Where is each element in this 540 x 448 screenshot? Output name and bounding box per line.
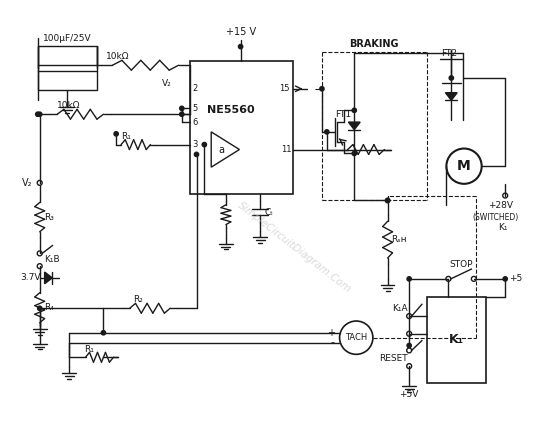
Text: R₃: R₃: [45, 213, 55, 222]
Circle shape: [386, 198, 390, 202]
Text: M: M: [457, 159, 471, 173]
Circle shape: [101, 331, 105, 335]
Circle shape: [352, 108, 356, 112]
Circle shape: [407, 343, 411, 348]
Text: 5: 5: [193, 104, 198, 113]
Circle shape: [320, 86, 324, 91]
Text: K₁B: K₁B: [45, 255, 60, 264]
Text: STOP: STOP: [449, 260, 473, 269]
Text: R₁: R₁: [121, 132, 131, 141]
Bar: [190, 61, 293, 194]
Circle shape: [38, 112, 42, 116]
Text: 10kΩ: 10kΩ: [57, 101, 81, 110]
Text: FT1: FT1: [335, 110, 352, 119]
Text: +: +: [327, 328, 335, 338]
Text: +5: +5: [509, 274, 522, 284]
Text: V₂: V₂: [22, 178, 32, 188]
Text: R₂: R₂: [133, 295, 143, 304]
Text: a: a: [219, 145, 225, 155]
Circle shape: [180, 112, 184, 116]
Text: SimpleCircuitDiagram.Com: SimpleCircuitDiagram.Com: [236, 200, 353, 295]
Circle shape: [180, 106, 184, 111]
Text: 15: 15: [279, 84, 289, 93]
Text: 11: 11: [281, 145, 291, 154]
Circle shape: [503, 277, 508, 281]
Text: TACH: TACH: [345, 333, 367, 342]
Text: +28V: +28V: [488, 201, 513, 210]
Circle shape: [239, 44, 243, 49]
Polygon shape: [348, 122, 360, 130]
Text: Cₜ: Cₜ: [264, 208, 273, 217]
Text: K₁: K₁: [449, 333, 464, 346]
Text: V₂: V₂: [162, 79, 172, 88]
Text: RESET: RESET: [380, 354, 408, 363]
Text: (SWITCHED): (SWITCHED): [472, 213, 518, 222]
Text: R₄: R₄: [45, 303, 55, 312]
Circle shape: [352, 151, 356, 155]
Text: 100μF/25V: 100μF/25V: [43, 34, 91, 43]
Polygon shape: [446, 93, 457, 100]
Text: 10kΩ: 10kΩ: [106, 52, 130, 61]
Polygon shape: [211, 132, 239, 167]
Text: K₁A: K₁A: [393, 304, 408, 313]
Bar: [427, 297, 485, 383]
Circle shape: [194, 152, 199, 157]
Text: BRAKING: BRAKING: [349, 39, 399, 49]
Text: K₁: K₁: [498, 224, 508, 233]
Polygon shape: [45, 272, 52, 284]
Text: 6: 6: [193, 117, 198, 127]
Text: 3.7V: 3.7V: [20, 273, 40, 282]
Circle shape: [114, 132, 118, 136]
Circle shape: [202, 142, 206, 147]
Text: +5V: +5V: [400, 390, 419, 399]
Circle shape: [449, 76, 454, 80]
Text: 3: 3: [193, 140, 198, 149]
Text: R₁: R₁: [84, 345, 93, 354]
Circle shape: [407, 277, 411, 281]
Text: Rₛʜ: Rₛʜ: [392, 235, 407, 244]
Text: 2: 2: [193, 84, 198, 93]
Text: NE5560: NE5560: [207, 105, 255, 115]
Bar: [38, 46, 97, 90]
Circle shape: [386, 198, 390, 202]
Text: +15 V: +15 V: [226, 27, 255, 37]
Text: -: -: [330, 338, 335, 348]
Circle shape: [36, 112, 40, 116]
Circle shape: [38, 306, 42, 310]
Circle shape: [325, 130, 329, 134]
Text: FT2: FT2: [441, 49, 457, 58]
